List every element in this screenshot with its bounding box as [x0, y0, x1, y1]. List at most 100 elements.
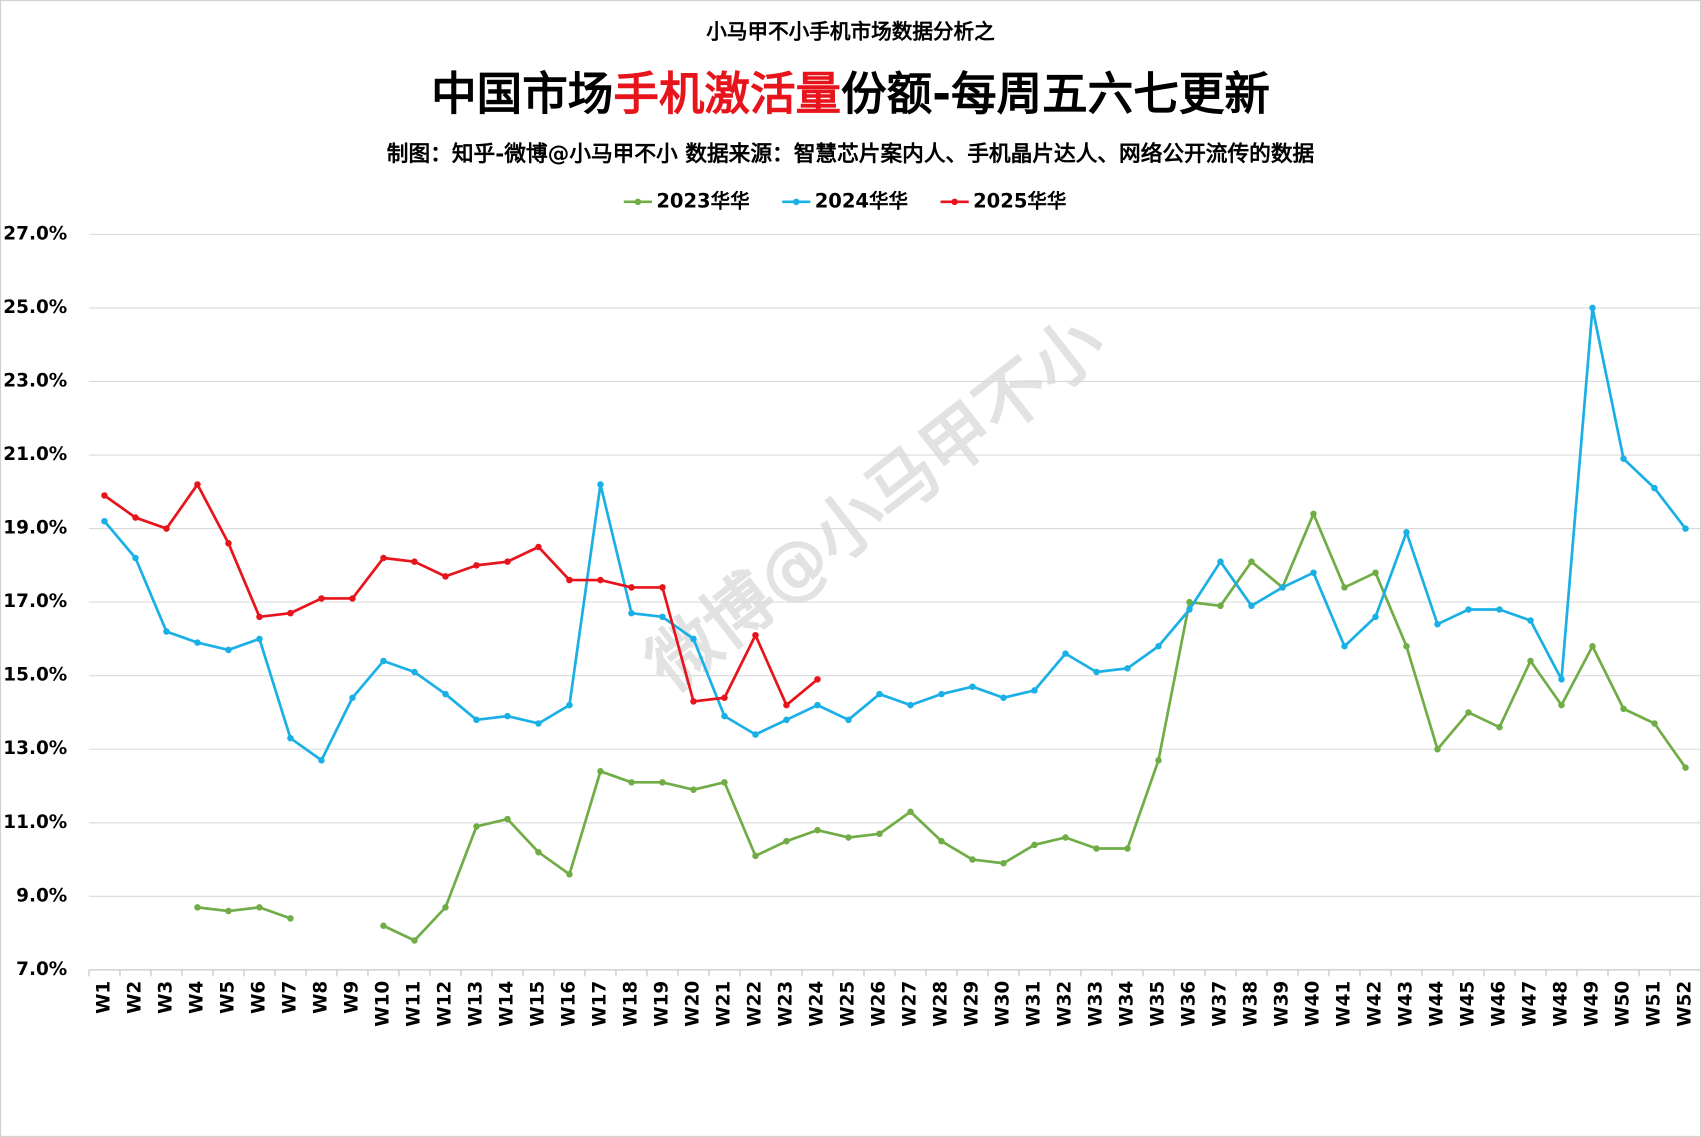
x-tick-label: W16 — [558, 981, 579, 1027]
legend-label: 2023华华 — [656, 189, 749, 212]
x-tick-label: W36 — [1178, 981, 1199, 1027]
point — [132, 514, 139, 521]
y-tick-label: 25.0% — [3, 297, 67, 318]
x-tick-label: W43 — [1395, 981, 1416, 1027]
x-tick-label: W51 — [1643, 981, 1664, 1027]
y-tick-label: 13.0% — [3, 738, 67, 759]
point — [535, 543, 542, 551]
y-tick-label: 11.0% — [3, 812, 67, 833]
x-tick-label: W47 — [1519, 981, 1540, 1027]
point — [256, 613, 263, 621]
point — [1217, 558, 1224, 565]
x-tick-label: W21 — [713, 981, 734, 1027]
chart-supertitle: 小马甲不小手机市场数据分析之 — [706, 20, 995, 44]
point — [1372, 613, 1379, 621]
point — [721, 712, 728, 720]
point — [225, 907, 232, 915]
point — [659, 584, 666, 591]
point — [349, 595, 356, 602]
point — [1434, 745, 1441, 753]
point — [1434, 620, 1441, 628]
point — [473, 716, 480, 724]
point — [1682, 764, 1689, 771]
point — [1279, 584, 1286, 591]
title-segment: 手机激活量 — [613, 67, 841, 120]
point — [659, 779, 666, 786]
legend-label: 2025华华 — [973, 189, 1066, 212]
y-tick-label: 9.0% — [16, 885, 67, 906]
point — [1310, 510, 1317, 518]
point — [628, 584, 635, 591]
point — [318, 757, 325, 764]
point — [752, 631, 759, 639]
point — [1062, 834, 1069, 841]
point — [1372, 569, 1379, 576]
point — [845, 834, 852, 841]
point — [1155, 643, 1162, 650]
point — [907, 701, 914, 709]
point — [814, 676, 821, 683]
x-tick-label: W7 — [279, 981, 300, 1014]
point — [380, 554, 387, 562]
y-tick-label: 21.0% — [3, 444, 67, 465]
point — [1093, 845, 1100, 852]
x-tick-label: W2 — [124, 981, 145, 1014]
point — [1217, 602, 1224, 610]
x-tick-label: W19 — [651, 981, 672, 1027]
point — [721, 694, 728, 702]
point — [1620, 455, 1627, 462]
point — [814, 826, 821, 834]
x-tick-label: W28 — [930, 981, 951, 1027]
x-tick-label: W50 — [1612, 981, 1633, 1027]
x-tick-label: W45 — [1457, 981, 1478, 1027]
point — [1403, 529, 1410, 536]
point — [690, 698, 697, 705]
title-segment: 份额-每周五六七更新 — [841, 67, 1270, 120]
y-tick-label: 17.0% — [3, 591, 67, 612]
point — [1465, 606, 1472, 613]
y-tick-label: 19.0% — [3, 518, 67, 539]
point — [1651, 720, 1658, 727]
chart-subtitle: 制图：知乎-微博@小马甲不小 数据来源：智慧芯片案内人、手机晶片达人、网络公开流… — [387, 141, 1315, 167]
x-tick-label: W33 — [1085, 981, 1106, 1027]
point — [1527, 617, 1534, 624]
x-tick-label: W34 — [1116, 981, 1137, 1027]
point — [597, 576, 604, 584]
point — [690, 786, 697, 793]
x-tick-label: W25 — [837, 981, 858, 1027]
x-tick-label: W39 — [1271, 981, 1292, 1027]
x-tick-label: W9 — [341, 981, 362, 1014]
point — [349, 694, 356, 702]
x-tick-label: W14 — [496, 981, 517, 1027]
point — [659, 613, 666, 621]
point — [1031, 841, 1038, 849]
x-tick-label: W24 — [806, 981, 827, 1027]
point — [721, 779, 728, 786]
x-tick-label: W10 — [372, 981, 393, 1027]
point — [1124, 665, 1131, 672]
x-tick-label: W4 — [186, 981, 207, 1014]
point — [380, 657, 387, 665]
point — [473, 823, 480, 830]
y-tick-label: 23.0% — [3, 370, 67, 391]
point — [194, 481, 201, 488]
point — [287, 734, 294, 742]
x-tick-label: W35 — [1147, 981, 1168, 1027]
x-tick-label: W23 — [775, 981, 796, 1027]
x-tick-label: W12 — [434, 981, 455, 1027]
point — [1465, 709, 1472, 716]
series-line — [103, 483, 819, 707]
x-tick-label: W22 — [744, 981, 765, 1027]
point — [845, 716, 852, 724]
x-tick-label: W31 — [1023, 981, 1044, 1027]
point — [225, 540, 232, 547]
point — [969, 856, 976, 863]
point — [504, 815, 511, 823]
point — [194, 639, 201, 646]
x-tick-label: W3 — [155, 981, 176, 1014]
point — [597, 768, 604, 775]
x-tick-label: W27 — [899, 981, 920, 1027]
x-tick-label: W37 — [1209, 981, 1230, 1027]
x-tick-label: W42 — [1364, 981, 1385, 1027]
point — [1682, 525, 1689, 532]
